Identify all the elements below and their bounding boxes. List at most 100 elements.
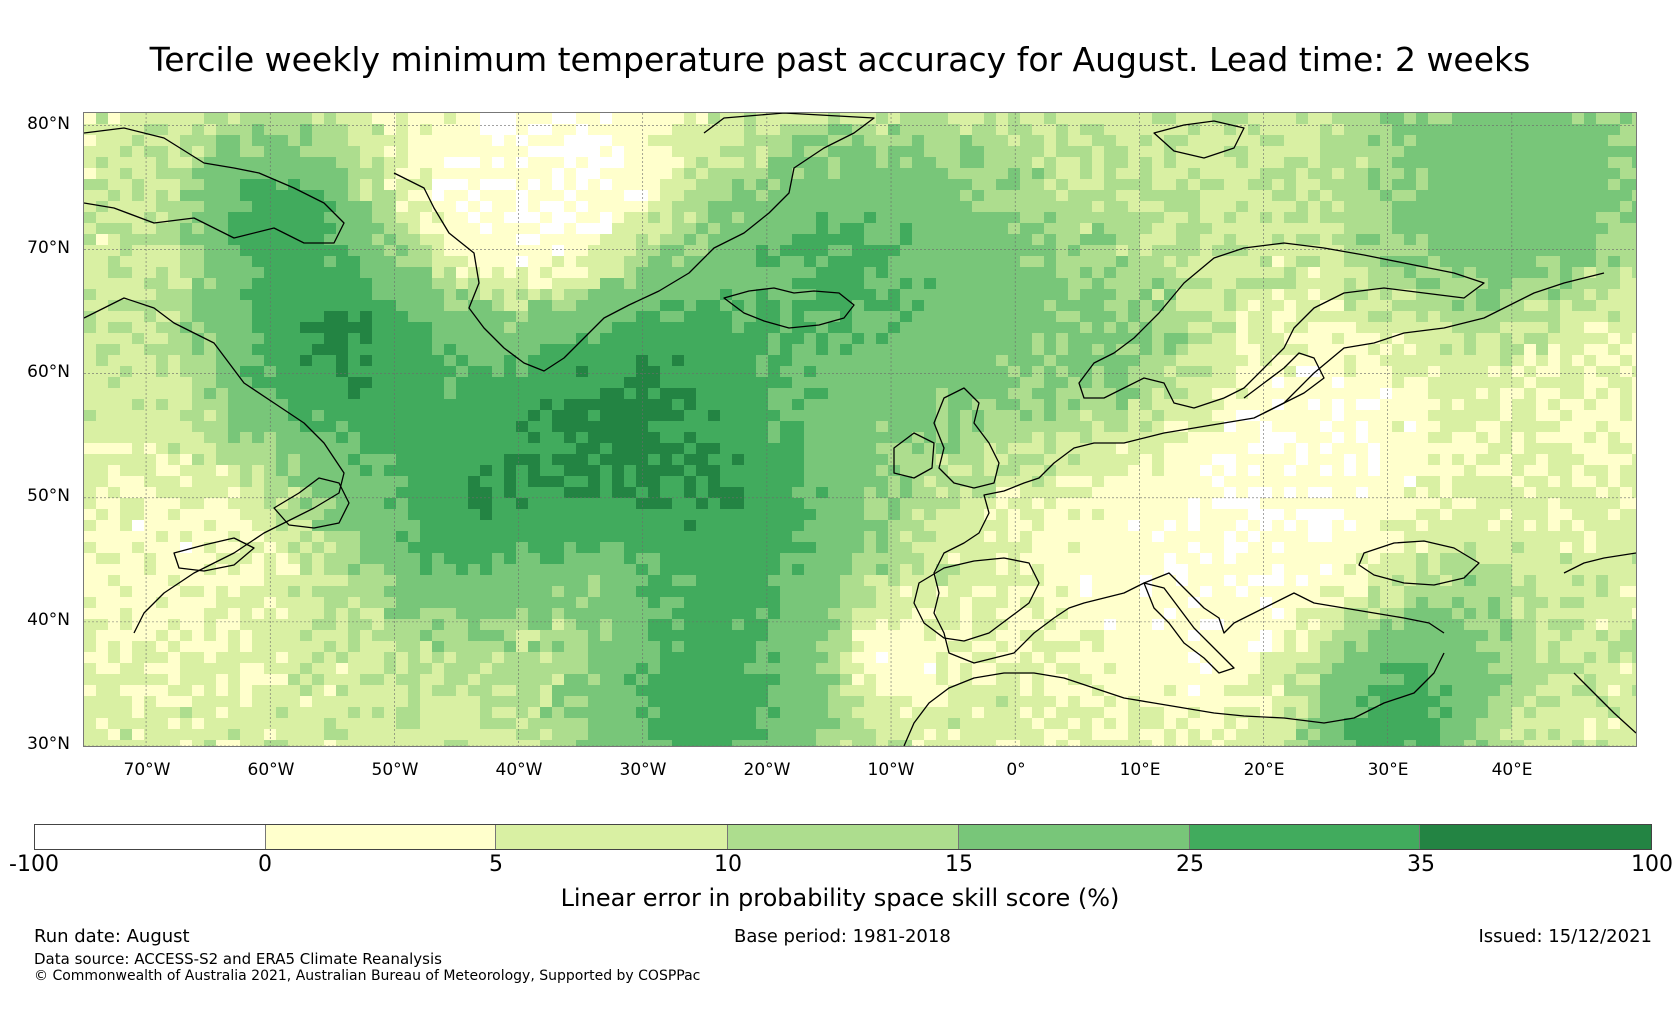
skill-cell <box>876 498 889 510</box>
skill-cell <box>1188 443 1201 455</box>
skill-cell <box>924 146 937 158</box>
skill-cell <box>624 223 637 235</box>
skill-cell <box>636 311 649 323</box>
skill-cell <box>1260 344 1273 356</box>
skill-cell <box>1476 388 1489 400</box>
skill-cell <box>852 421 865 433</box>
skill-cell <box>144 399 157 411</box>
skill-cell <box>204 421 217 433</box>
skill-cell <box>1584 388 1597 400</box>
skill-cell <box>900 267 913 279</box>
skill-cell <box>156 190 169 202</box>
skill-cell <box>1536 377 1549 389</box>
skill-cell <box>1224 421 1237 433</box>
skill-cell <box>624 267 637 279</box>
skill-cell <box>216 509 229 521</box>
skill-cell <box>768 289 781 301</box>
skill-cell <box>720 278 733 290</box>
skill-cell <box>960 256 973 268</box>
skill-cell <box>1200 245 1213 257</box>
skill-cell <box>1428 223 1441 235</box>
skill-cell <box>1320 223 1333 235</box>
skill-cell <box>1560 344 1573 356</box>
skill-cell <box>1032 443 1045 455</box>
skill-cell <box>660 190 673 202</box>
skill-cell <box>708 355 721 367</box>
skill-cell <box>852 509 865 521</box>
skill-cell <box>228 135 241 147</box>
skill-cell <box>516 179 529 191</box>
skill-cell <box>360 234 373 246</box>
skill-cell <box>1572 520 1585 532</box>
skill-cell <box>108 322 121 334</box>
skill-cell <box>1008 454 1021 466</box>
skill-cell <box>120 124 133 136</box>
skill-cell <box>1080 498 1093 510</box>
skill-cell <box>1056 212 1069 224</box>
skill-cell <box>540 289 553 301</box>
skill-cell <box>708 443 721 455</box>
skill-cell <box>516 124 529 136</box>
skill-cell <box>1164 300 1177 312</box>
skill-cell <box>1536 179 1549 191</box>
skill-cell <box>240 355 253 367</box>
skill-cell <box>156 377 169 389</box>
skill-cell <box>1212 443 1225 455</box>
skill-cell <box>1440 498 1453 510</box>
skill-cell <box>1272 476 1285 488</box>
skill-cell <box>840 157 853 169</box>
skill-cell <box>924 432 937 444</box>
skill-cell <box>1416 212 1429 224</box>
skill-cell <box>972 179 985 191</box>
skill-cell <box>144 388 157 400</box>
skill-cell <box>768 322 781 334</box>
skill-cell <box>240 443 253 455</box>
skill-cell <box>900 476 913 488</box>
skill-cell <box>288 322 301 334</box>
skill-cell <box>936 476 949 488</box>
skill-cell <box>1332 421 1345 433</box>
skill-cell <box>1440 124 1453 136</box>
skill-cell <box>1584 300 1597 312</box>
skill-cell <box>564 432 577 444</box>
skill-cell <box>1056 399 1069 411</box>
skill-cell <box>972 454 985 466</box>
skill-cell <box>432 487 445 499</box>
skill-cell <box>804 124 817 136</box>
skill-cell <box>744 509 757 521</box>
skill-cell <box>480 355 493 367</box>
skill-cell <box>1068 344 1081 356</box>
skill-cell <box>432 355 445 367</box>
skill-cell <box>1020 366 1033 378</box>
skill-cell <box>1104 256 1117 268</box>
skill-cell <box>96 311 109 323</box>
skill-cell <box>960 344 973 356</box>
skill-cell <box>1104 476 1117 488</box>
skill-cell <box>1440 520 1453 532</box>
skill-cell <box>840 201 853 213</box>
skill-cell <box>1320 432 1333 444</box>
skill-cell <box>768 355 781 367</box>
skill-cell <box>336 366 349 378</box>
skill-cell <box>1344 201 1357 213</box>
skill-cell <box>1476 421 1489 433</box>
skill-cell <box>864 487 877 499</box>
skill-cell <box>516 190 529 202</box>
skill-cell <box>1476 234 1489 246</box>
skill-cell <box>720 498 733 510</box>
skill-cell <box>1368 432 1381 444</box>
skill-cell <box>480 168 493 180</box>
skill-cell <box>528 421 541 433</box>
skill-cell <box>252 487 265 499</box>
skill-cell <box>708 432 721 444</box>
skill-cell <box>300 289 313 301</box>
skill-cell <box>432 179 445 191</box>
skill-cell <box>480 278 493 290</box>
skill-cell <box>804 201 817 213</box>
skill-cell <box>744 124 757 136</box>
skill-cell <box>276 322 289 334</box>
skill-cell <box>1224 135 1237 147</box>
skill-cell <box>804 135 817 147</box>
skill-cell <box>168 234 181 246</box>
skill-cell <box>780 201 793 213</box>
